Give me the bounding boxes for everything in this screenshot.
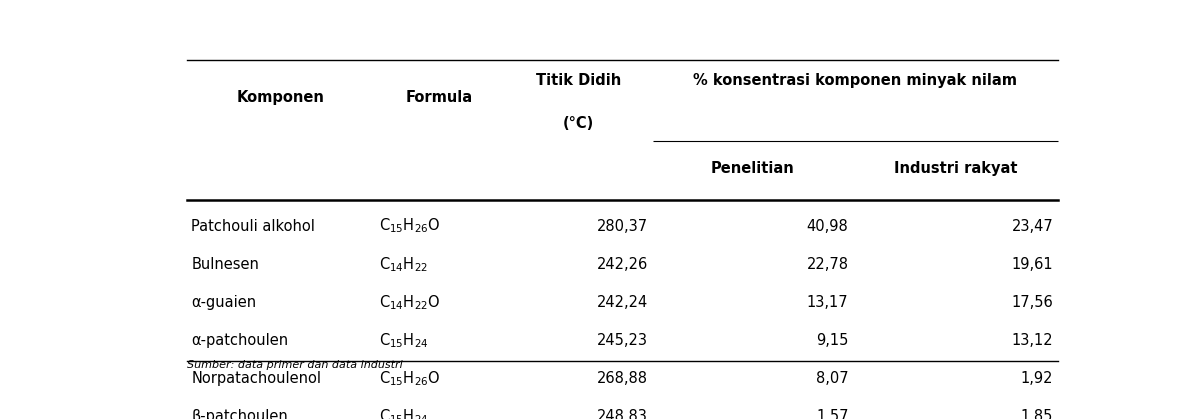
Text: Penelitian: Penelitian	[712, 160, 795, 176]
Text: Komponen: Komponen	[237, 90, 324, 105]
Text: Industri rakyat: Industri rakyat	[893, 160, 1018, 176]
Text: C$_{15}$H$_{26}$O: C$_{15}$H$_{26}$O	[379, 217, 440, 235]
Text: β-patchoulen: β-patchoulen	[191, 409, 288, 419]
Text: C$_{15}$H$_{26}$O: C$_{15}$H$_{26}$O	[379, 369, 440, 388]
Text: 23,47: 23,47	[1012, 219, 1054, 234]
Text: 13,12: 13,12	[1012, 333, 1054, 348]
Text: C$_{15}$H$_{24}$: C$_{15}$H$_{24}$	[379, 407, 428, 419]
Text: 19,61: 19,61	[1012, 257, 1054, 272]
Text: 268,88: 268,88	[597, 371, 648, 386]
Text: % konsentrasi komponen minyak nilam: % konsentrasi komponen minyak nilam	[694, 73, 1018, 88]
Text: Patchouli alkohol: Patchouli alkohol	[191, 219, 315, 234]
Text: α-patchoulen: α-patchoulen	[191, 333, 288, 348]
Text: Formula: Formula	[405, 90, 472, 105]
Text: Titik Didih: Titik Didih	[536, 73, 621, 88]
Text: Norpatachoulenol: Norpatachoulenol	[191, 371, 322, 386]
Text: 242,26: 242,26	[597, 257, 648, 272]
Text: 40,98: 40,98	[807, 219, 848, 234]
Text: 248,83: 248,83	[597, 409, 648, 419]
Text: 13,17: 13,17	[807, 295, 848, 310]
Text: C$_{15}$H$_{24}$: C$_{15}$H$_{24}$	[379, 331, 428, 350]
Text: 22,78: 22,78	[806, 257, 848, 272]
Text: 9,15: 9,15	[816, 333, 848, 348]
Text: 17,56: 17,56	[1012, 295, 1054, 310]
Text: 245,23: 245,23	[597, 333, 648, 348]
Text: Sumber: data primer dan data industri: Sumber: data primer dan data industri	[187, 360, 402, 370]
Text: 1,57: 1,57	[816, 409, 848, 419]
Text: C$_{14}$H$_{22}$O: C$_{14}$H$_{22}$O	[379, 293, 440, 312]
Text: 8,07: 8,07	[816, 371, 848, 386]
Text: α-guaien: α-guaien	[191, 295, 256, 310]
Text: 1,92: 1,92	[1020, 371, 1054, 386]
Text: 280,37: 280,37	[597, 219, 648, 234]
Text: Bulnesen: Bulnesen	[191, 257, 260, 272]
Text: 1,85: 1,85	[1021, 409, 1054, 419]
Text: 242,24: 242,24	[597, 295, 648, 310]
Text: C$_{14}$H$_{22}$: C$_{14}$H$_{22}$	[379, 255, 427, 274]
Text: (°C): (°C)	[563, 116, 594, 131]
